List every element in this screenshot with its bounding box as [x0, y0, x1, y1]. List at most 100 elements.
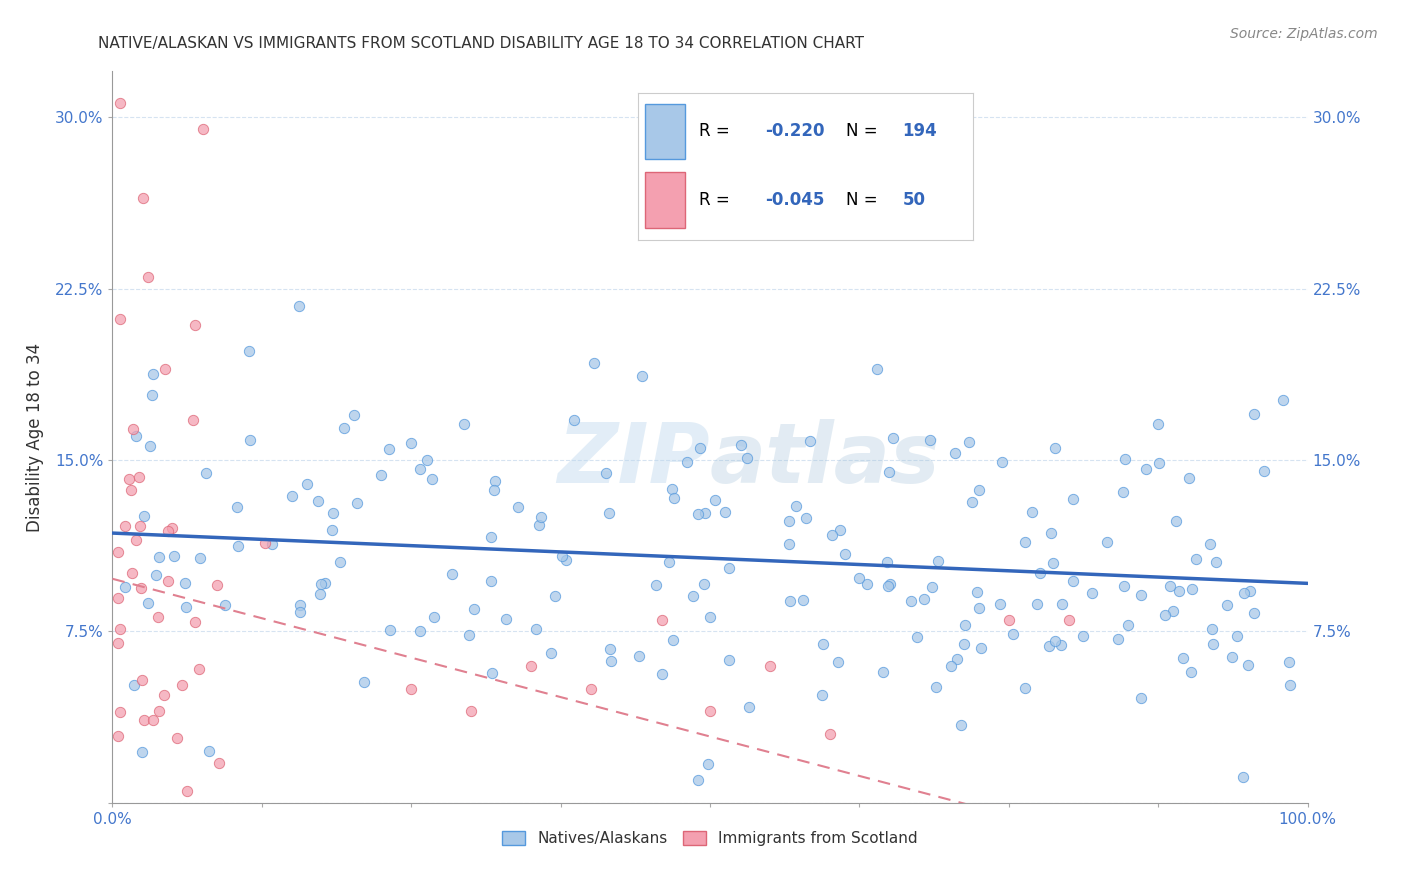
Point — [121, 566, 143, 580]
Point — [876, 555, 898, 569]
Point — [949, 717, 972, 731]
Point — [481, 665, 503, 680]
Point — [1042, 556, 1064, 570]
Point — [821, 527, 844, 541]
Point — [108, 96, 131, 111]
Point — [114, 519, 136, 533]
Point — [225, 500, 247, 514]
Point — [953, 637, 976, 651]
Point — [453, 417, 475, 432]
Point — [827, 655, 849, 669]
Point — [131, 745, 153, 759]
Point — [482, 483, 505, 497]
Point — [194, 467, 217, 481]
Point — [551, 549, 574, 564]
Point — [595, 467, 617, 481]
Point — [156, 524, 179, 538]
Point — [1039, 525, 1062, 540]
Point — [676, 454, 699, 468]
Point — [693, 506, 716, 520]
Point — [253, 536, 276, 550]
Point — [661, 633, 683, 648]
Point — [966, 585, 988, 599]
Point — [697, 756, 720, 771]
Point — [717, 560, 740, 574]
Point — [378, 623, 401, 637]
Point — [139, 438, 162, 452]
Point — [1001, 627, 1024, 641]
Point — [479, 574, 502, 588]
Point — [132, 713, 155, 727]
Point — [166, 731, 188, 745]
Point — [1243, 606, 1265, 620]
Point — [108, 312, 131, 326]
Point — [1026, 597, 1049, 611]
Point — [1057, 613, 1080, 627]
Point — [779, 593, 801, 607]
Point — [329, 555, 352, 569]
Point — [288, 605, 311, 619]
Point — [183, 615, 205, 629]
Point — [1167, 583, 1189, 598]
Point — [108, 622, 131, 636]
Point — [699, 610, 721, 624]
Point — [882, 431, 904, 445]
Point — [125, 429, 148, 443]
Point — [921, 580, 943, 594]
Point — [1243, 407, 1265, 421]
Point — [658, 555, 681, 569]
Point — [107, 545, 129, 559]
Point — [1161, 604, 1184, 618]
Point — [1116, 618, 1139, 632]
Point — [1112, 579, 1135, 593]
Point — [927, 554, 949, 568]
Point — [1147, 417, 1170, 432]
Point — [1216, 598, 1239, 612]
Point — [1062, 491, 1084, 506]
Point — [778, 536, 800, 550]
Point — [309, 587, 332, 601]
Point — [540, 646, 562, 660]
Point — [174, 600, 197, 615]
Point — [370, 467, 392, 482]
Point — [960, 495, 983, 509]
Point — [163, 549, 186, 563]
Point — [260, 536, 283, 550]
Point — [132, 509, 155, 524]
Point — [1043, 634, 1066, 648]
Point — [1107, 632, 1129, 647]
Point — [333, 421, 356, 435]
Point — [1220, 650, 1243, 665]
Legend: Natives/Alaskans, Immigrants from Scotland: Natives/Alaskans, Immigrants from Scotla… — [495, 823, 925, 854]
Point — [238, 344, 260, 359]
Point — [562, 413, 585, 427]
Point — [287, 299, 309, 313]
Point — [1201, 622, 1223, 636]
Point — [811, 688, 834, 702]
Point — [693, 576, 716, 591]
Text: NATIVE/ALASKAN VS IMMIGRANTS FROM SCOTLAND DISABILITY AGE 18 TO 34 CORRELATION C: NATIVE/ALASKAN VS IMMIGRANTS FROM SCOTLA… — [98, 36, 865, 51]
Point — [1237, 658, 1260, 673]
Point — [188, 551, 211, 566]
Point — [1081, 586, 1104, 600]
Point — [309, 576, 332, 591]
Point — [866, 361, 889, 376]
Point — [401, 435, 423, 450]
Point — [148, 704, 170, 718]
Point — [321, 523, 343, 537]
Point — [1114, 452, 1136, 467]
Point — [912, 592, 935, 607]
Point — [939, 659, 962, 673]
Point — [506, 500, 529, 514]
Point — [834, 547, 856, 561]
Point — [918, 434, 941, 448]
Point — [307, 493, 329, 508]
Point — [856, 576, 879, 591]
Point — [967, 601, 990, 615]
Point — [131, 191, 153, 205]
Point — [799, 434, 821, 449]
Point — [699, 705, 721, 719]
Point — [1112, 485, 1135, 500]
Point — [463, 602, 485, 616]
Point — [579, 681, 602, 696]
